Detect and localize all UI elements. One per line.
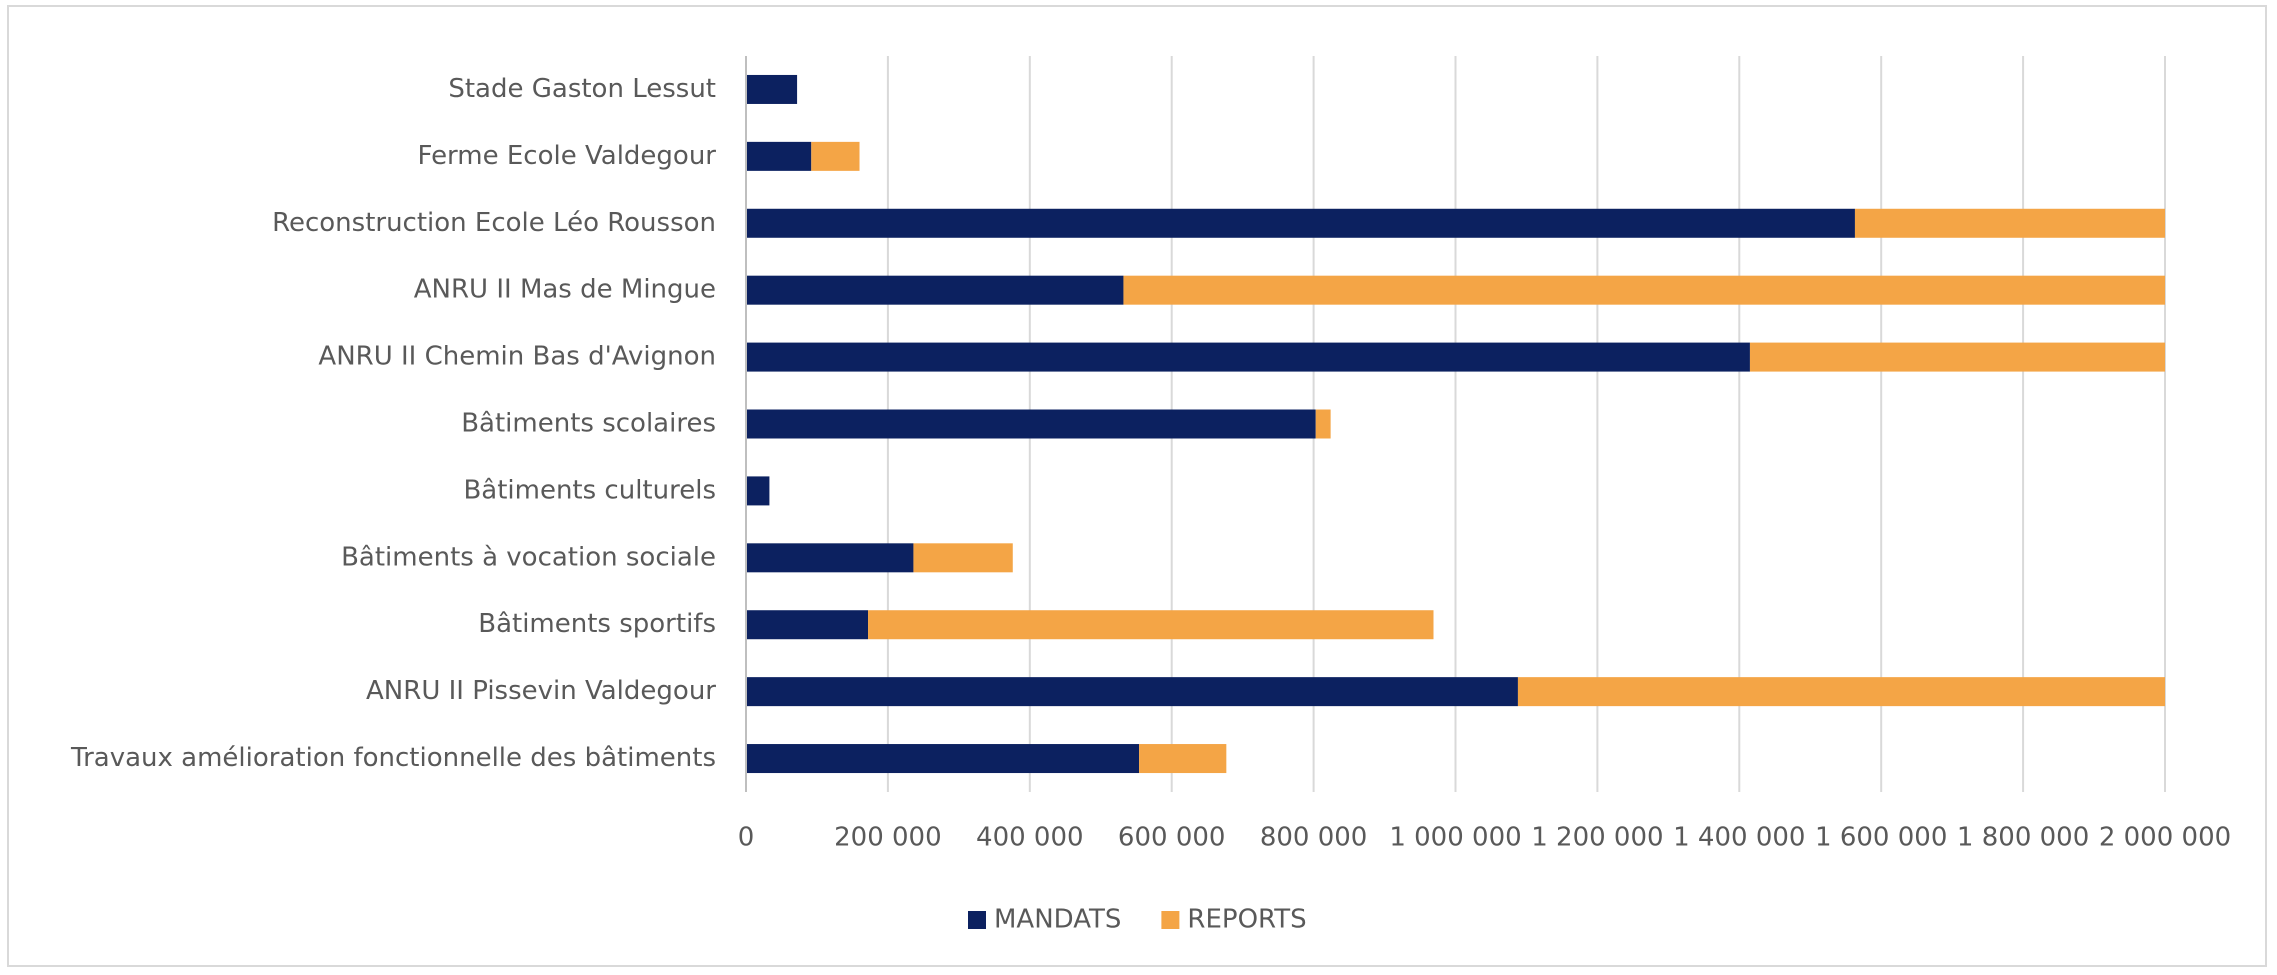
bar-segment — [746, 610, 869, 640]
x-tick-label: 800 000 — [1260, 823, 1368, 853]
y-tick-label: Reconstruction Ecole Léo Rousson — [272, 208, 716, 238]
x-tick-label: 0 — [738, 823, 755, 853]
x-tick-label: 400 000 — [976, 823, 1084, 853]
bar-segment — [913, 543, 1013, 573]
x-tick-label: 1 000 000 — [1389, 823, 1521, 853]
x-tick-label: 1 200 000 — [1531, 823, 1663, 853]
bar-segment — [1315, 409, 1331, 439]
y-tick-label: Stade Gaston Lessut — [448, 74, 716, 104]
x-tick-label: 1 400 000 — [1673, 823, 1805, 853]
bar-segment — [1139, 744, 1227, 774]
bar-segment — [868, 610, 1434, 640]
legend-swatch — [1161, 911, 1180, 929]
bar-segment — [746, 342, 1750, 372]
x-tick-label: 200 000 — [834, 823, 942, 853]
y-tick-label: Travaux amélioration fonctionnelle des b… — [70, 743, 716, 773]
y-tick-label: ANRU II Mas de Mingue — [414, 275, 716, 305]
bar-segment — [746, 543, 914, 573]
bar-segment — [746, 275, 1124, 305]
bar-segment — [746, 476, 770, 506]
y-tick-label: ANRU II Pissevin Valdegour — [366, 676, 716, 706]
bar-segment — [746, 677, 1518, 707]
bar-segment — [1517, 677, 2165, 707]
y-tick-label: Bâtiments culturels — [463, 475, 716, 505]
y-tick-label: ANRU II Chemin Bas d'Avignon — [318, 342, 716, 372]
x-tick-label: 600 000 — [1118, 823, 1226, 853]
y-tick-label: Bâtiments sportifs — [478, 609, 716, 639]
bar-segment — [746, 141, 812, 171]
x-tick-label: 1 800 000 — [1957, 823, 2089, 853]
y-tick-label: Ferme Ecole Valdegour — [418, 141, 717, 171]
bar-segment — [1749, 342, 2165, 372]
chart-border — [7, 5, 2267, 967]
x-tick-label: 1 600 000 — [1815, 823, 1947, 853]
legend-label: MANDATS — [994, 905, 1121, 935]
bar-segment — [1854, 208, 2165, 238]
bar-segment — [746, 744, 1140, 774]
x-tick-label: 2 000 000 — [2099, 823, 2231, 853]
bar-segment — [746, 409, 1316, 439]
y-tick-label: Bâtiments à vocation sociale — [341, 542, 716, 572]
bar-segment — [811, 141, 860, 171]
bar-segment — [746, 208, 1855, 238]
bar-segment — [746, 74, 798, 104]
legend-label: REPORTS — [1187, 905, 1306, 935]
bar-segment — [1123, 275, 2165, 305]
y-tick-label: Bâtiments scolaires — [461, 409, 716, 439]
legend-swatch — [968, 911, 986, 929]
